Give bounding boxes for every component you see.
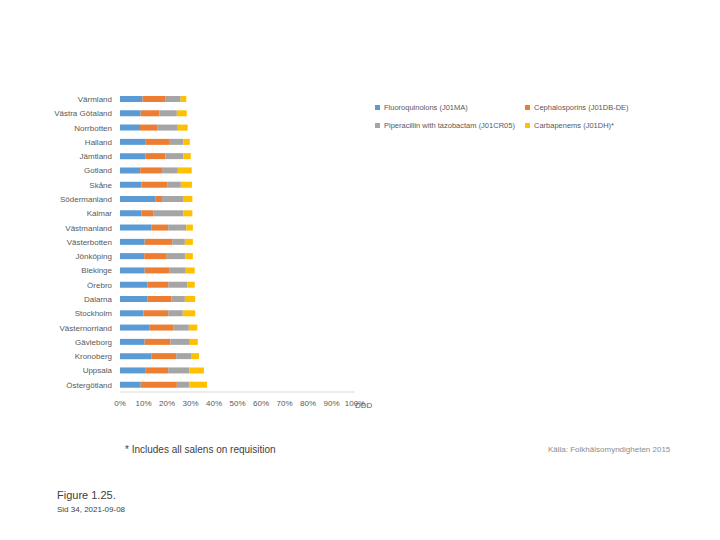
svg-text:20%: 20% xyxy=(159,399,175,408)
svg-text:60%: 60% xyxy=(253,399,269,408)
html-text:Fluoroquinolons (J01MA): Fluoroquinolons (J01MA) xyxy=(384,103,468,112)
svg-text:Östergötland: Östergötland xyxy=(66,381,112,390)
svg-text:0%: 0% xyxy=(114,399,126,408)
svg-text:70%: 70% xyxy=(276,399,292,408)
svg-text:30%: 30% xyxy=(182,399,198,408)
html-text:* Includes all salens on requi: * Includes all salens on requisition xyxy=(125,444,276,455)
svg-text:Stockholm: Stockholm xyxy=(75,309,113,318)
svg-text:Värmland: Värmland xyxy=(78,95,112,104)
svg-text:10%: 10% xyxy=(135,399,151,408)
svg-text:Halland: Halland xyxy=(85,138,112,147)
svg-text:Västerbotten: Västerbotten xyxy=(67,238,112,247)
html-text:Piperacillin with tazobactam (: Piperacillin with tazobactam (J01CR05) xyxy=(384,121,515,130)
svg-text:90%: 90% xyxy=(323,399,339,408)
svg-text:Gävleborg: Gävleborg xyxy=(75,338,112,347)
svg-text:Kronoberg: Kronoberg xyxy=(75,352,112,361)
svg-text:Jönköping: Jönköping xyxy=(76,252,112,261)
svg-text:50%: 50% xyxy=(229,399,245,408)
svg-text:Södermanland: Södermanland xyxy=(60,195,112,204)
html-text:Figure 1.25.: Figure 1.25. xyxy=(57,489,116,501)
svg-text:80%: 80% xyxy=(300,399,316,408)
svg-text:Gotland: Gotland xyxy=(84,166,112,175)
svg-text:Västernorrland: Västernorrland xyxy=(60,324,112,333)
html-text:Källa: Folkhälsomyndigheten 20: Källa: Folkhälsomyndigheten 2015 xyxy=(548,445,671,454)
svg-text:Norrbotten: Norrbotten xyxy=(74,124,112,133)
svg-text:Örebro: Örebro xyxy=(87,281,112,290)
svg-text:Skåne: Skåne xyxy=(89,181,112,190)
html-text:Carbapenems (J01DH)*: Carbapenems (J01DH)* xyxy=(534,121,614,130)
svg-text:Uppsala: Uppsala xyxy=(83,366,113,375)
html-text:Sid 34, 2021-09-08: Sid 34, 2021-09-08 xyxy=(57,505,126,514)
html-text:Cephalosporins (J01DB-DE): Cephalosporins (J01DB-DE) xyxy=(534,103,629,112)
html-text:DDD: DDD xyxy=(355,401,373,410)
svg-text:Blekinge: Blekinge xyxy=(81,266,112,275)
svg-text:Västra Götaland: Västra Götaland xyxy=(54,109,112,118)
svg-text:Dalarna: Dalarna xyxy=(84,295,113,304)
svg-text:Västmanland: Västmanland xyxy=(65,224,112,233)
svg-text:Jämtland: Jämtland xyxy=(80,152,112,161)
svg-text:Kalmar: Kalmar xyxy=(87,209,113,218)
svg-text:40%: 40% xyxy=(206,399,222,408)
